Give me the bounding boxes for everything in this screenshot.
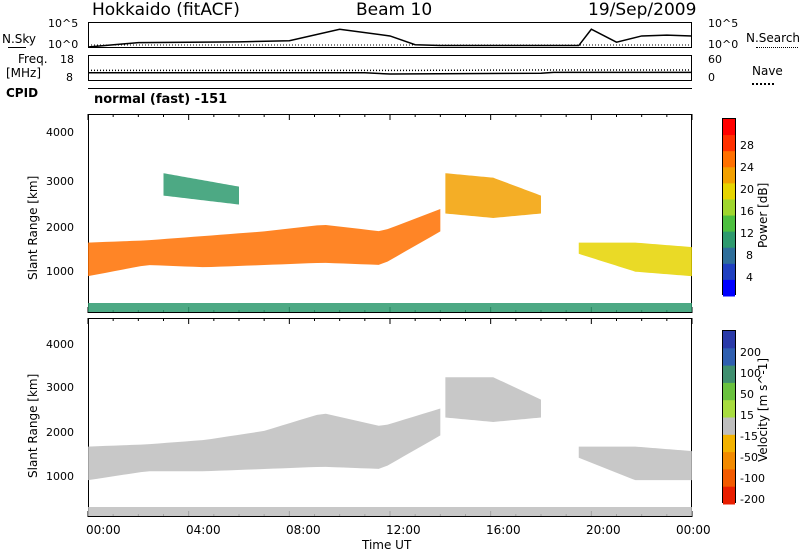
velocity-colorbar-segment [723, 452, 735, 470]
cpid-label: CPID [6, 86, 39, 100]
freq-tick-top: 18 [60, 53, 74, 66]
velocity-colorbar-segment [723, 348, 735, 367]
nave-legend-line [752, 83, 774, 85]
velocity-echo-band [445, 377, 541, 422]
power-echo-band [163, 173, 239, 205]
beam-title: Beam 10 [356, 0, 433, 20]
freq-line [88, 71, 692, 75]
velocity-echo-band [578, 446, 692, 481]
velocity-colorbar-segment [723, 469, 735, 488]
power-echo-band [578, 242, 692, 277]
power-colorbar-segment [723, 215, 735, 233]
velocity-cb-tick-m100: -100 [740, 472, 765, 485]
nave-tick-bottom: 0 [708, 71, 715, 84]
velocity-echo-band [88, 507, 692, 516]
xtick-0400: 04:00 [186, 523, 221, 537]
freq-panel [88, 55, 692, 81]
velocity-cb-tick-50: 50 [740, 388, 754, 401]
nsky-tick-top: 10^5 [48, 17, 79, 30]
power-cb-tick-20: 20 [740, 183, 754, 196]
power-colorbar-segment [723, 135, 735, 152]
nsearch-label: N.Search [746, 31, 800, 45]
power-colorbar-segment [723, 247, 735, 265]
velocity-colorbar-segment [723, 486, 735, 505]
velocity-cb-tick-15: 15 [740, 409, 754, 422]
freq-unit: [MHz] [6, 66, 42, 80]
power-ytick-2000: 2000 [46, 221, 74, 234]
freq-tick-bottom: 8 [66, 71, 73, 84]
velocity-ytick-2000: 2000 [46, 426, 74, 439]
power-colorbar-segment [723, 263, 735, 281]
velocity-cb-tick-m50: -50 [740, 451, 758, 464]
velocity-colorbar-segment [723, 331, 735, 349]
power-cb-tick-24: 24 [740, 161, 754, 174]
power-colorbar-segment [723, 279, 735, 297]
velocity-colorbar-segment [723, 365, 735, 384]
velocity-cb-tick-100: 100 [740, 367, 761, 380]
power-cb-tick-16: 16 [740, 205, 754, 218]
xaxis-label: Time UT [362, 538, 412, 552]
nave-tick-top: 60 [708, 53, 722, 66]
power-cb-tick-8: 8 [746, 249, 753, 262]
power-colorbar-segment [723, 167, 735, 184]
date-title: 19/Sep/2009 [588, 0, 697, 20]
cpid-divider [88, 88, 692, 89]
nsky-panel [88, 22, 692, 48]
power-cb-tick-28: 28 [740, 139, 754, 152]
velocity-colorbar-segment [723, 400, 735, 418]
nsky-line [87, 28, 693, 48]
velocity-colorbar-segment [723, 434, 735, 453]
nsky-tick-bottom: 10^0 [48, 38, 79, 51]
power-ytick-3000: 3000 [46, 175, 74, 188]
power-echo-band [88, 303, 692, 312]
velocity-ytick-1000: 1000 [46, 470, 74, 483]
power-colorbar-segment [723, 119, 735, 136]
power-colorbar-segment [723, 231, 735, 249]
nsearch-legend-line [756, 47, 798, 48]
power-cb-tick-4: 4 [746, 271, 753, 284]
power-cb-tick-12: 12 [740, 227, 754, 240]
power-echo-band [445, 173, 541, 218]
xtick-2400: 00:00 [676, 523, 711, 537]
velocity-cb-tick-m15: -15 [740, 430, 758, 443]
nave-label: Nave [752, 64, 783, 78]
xtick-0000: 00:00 [86, 523, 121, 537]
xtick-1600: 16:00 [486, 523, 521, 537]
power-colorbar-segment [723, 199, 735, 217]
station-title: Hokkaido (fitACF) [92, 0, 240, 20]
velocity-cb-tick-m200: -200 [740, 493, 765, 506]
velocity-cb-tick-200: 200 [740, 346, 761, 359]
velocity-echo-band [88, 408, 441, 481]
xtick-1200: 12:00 [386, 523, 421, 537]
velocity-ytick-4000: 4000 [46, 338, 74, 351]
freq-label: Freq. [18, 52, 48, 66]
velocity-ytick-3000: 3000 [46, 381, 74, 394]
velocity-colorbar-segment [723, 382, 735, 401]
power-echo-band [88, 209, 441, 277]
nsky-label: N.Sky [2, 32, 37, 46]
velocity-colorbar-segment [723, 417, 735, 436]
power-ytick-4000: 4000 [46, 126, 74, 139]
xtick-0800: 08:00 [286, 523, 321, 537]
nsearch-tick-bottom: 10^0 [708, 38, 739, 51]
power-colorbar-segment [723, 151, 735, 168]
power-colorbar-segment [723, 183, 735, 200]
nsky-legend-line [8, 47, 26, 48]
power-ytick-1000: 1000 [46, 265, 74, 278]
nsearch-tick-top: 10^5 [708, 17, 739, 30]
cpid-value: normal (fast) -151 [94, 92, 228, 107]
xtick-2000: 20:00 [586, 523, 621, 537]
